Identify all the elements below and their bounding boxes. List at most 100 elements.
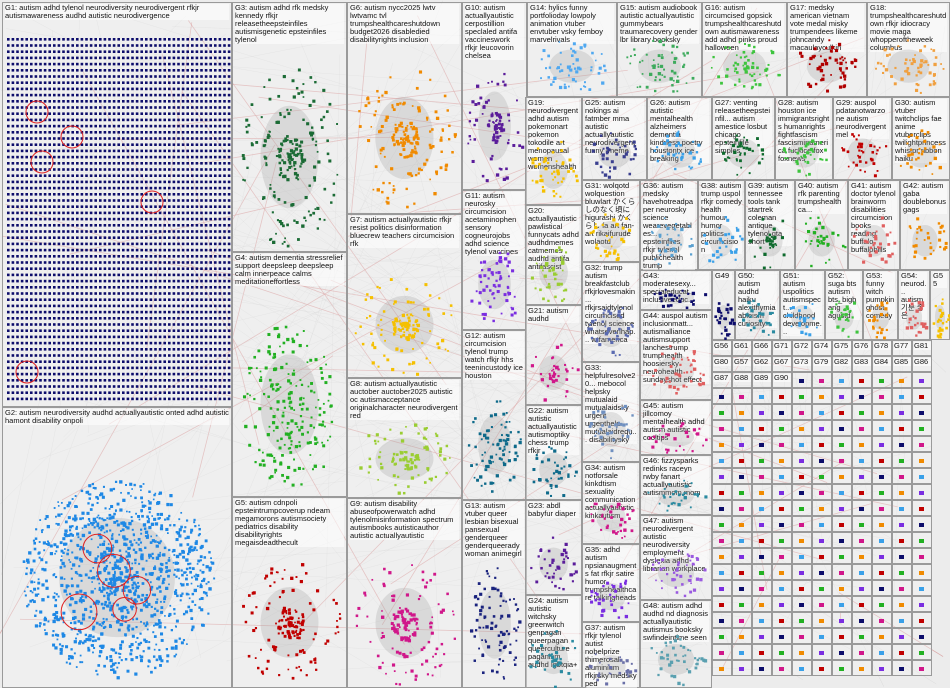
vertex: [156, 541, 159, 543]
group-box-g8[interactable]: G8: autism actuallyautistic auctober auc…: [347, 378, 462, 498]
vertex: [80, 366, 84, 370]
vertex: [100, 625, 103, 627]
vertex: [85, 230, 88, 233]
vertex: [168, 612, 172, 616]
vertex: [99, 236, 102, 239]
vertex: [202, 571, 205, 573]
vertex: [135, 292, 139, 295]
group-box-g4[interactable]: G4: autism dementia stressrelief support…: [232, 252, 347, 497]
vertex: [117, 323, 120, 326]
vertex: [89, 360, 93, 363]
vertex: [103, 106, 107, 109]
vertex: [20, 38, 24, 41]
group-box-g6[interactable]: G6: autism nycc2025 lwtv lwtvamc tvl tru…: [347, 2, 462, 214]
vertex: [108, 261, 111, 264]
vertex: [108, 205, 111, 208]
vertex: [117, 112, 120, 115]
vertex: [154, 69, 157, 72]
vertex: [177, 143, 180, 146]
vertex: [74, 515, 77, 518]
vertex: [223, 354, 226, 357]
group-box-g3[interactable]: G3: autism adhd rfk medsky kennedy rfkjr…: [232, 2, 347, 252]
vertex: [154, 255, 157, 258]
vertex: [48, 279, 51, 283]
vertex: [66, 81, 70, 84]
group-box-g7[interactable]: G7: autism actuallyautistic rfkjr resist…: [347, 214, 462, 378]
vertex: [99, 112, 102, 115]
vertex: [190, 528, 194, 532]
vertex: [71, 298, 74, 301]
vertex: [20, 87, 24, 91]
vertex: [177, 354, 180, 357]
vertex: [20, 292, 24, 295]
vertex: [146, 515, 149, 519]
vertex: [149, 317, 153, 320]
vertex: [73, 640, 77, 644]
vertex: [7, 267, 10, 270]
vertex: [103, 273, 107, 277]
vertex: [85, 279, 88, 283]
vertex: [149, 397, 153, 401]
vertex: [149, 149, 153, 153]
vertex: [117, 106, 120, 109]
vertex: [45, 586, 49, 590]
vertex: [25, 236, 28, 239]
group-box-g10[interactable]: G10: autism actuallyautistic cerpostilli…: [462, 2, 527, 190]
vertex: [108, 360, 111, 363]
vertex: [117, 186, 120, 190]
vertex: [198, 527, 201, 531]
vertex: [209, 379, 212, 382]
vertex: [34, 75, 38, 78]
vertex: [108, 372, 111, 376]
vertex: [191, 205, 194, 208]
vertex: [182, 555, 186, 559]
vertex: [177, 69, 180, 72]
vertex: [163, 149, 166, 153]
vertex: [172, 341, 176, 345]
vertex: [227, 62, 231, 66]
vertex: [131, 162, 134, 165]
vertex: [218, 56, 222, 60]
vertex: [131, 124, 134, 128]
vertex: [11, 372, 15, 376]
vertex: [280, 142, 283, 146]
vertex: [131, 224, 134, 227]
vertex: [25, 385, 28, 388]
vertex: [69, 561, 72, 563]
vertex: [20, 248, 24, 252]
vertex: [223, 205, 226, 208]
vertex: [154, 81, 157, 84]
vertex: [103, 267, 107, 270]
vertex: [283, 201, 287, 204]
vertex: [172, 561, 175, 564]
vertex: [141, 567, 145, 571]
vertex: [34, 273, 38, 277]
vertex: [37, 587, 40, 590]
group-box-g5[interactable]: G5: autism cdnpoli epsteintrumpcoverup n…: [232, 497, 347, 688]
vertex: [163, 186, 166, 190]
vertex: [103, 354, 107, 357]
vertex: [30, 199, 33, 202]
vertex: [94, 93, 97, 97]
vertex: [48, 335, 51, 339]
vertex: [163, 348, 166, 351]
vertex: [223, 348, 226, 351]
group-box-g9[interactable]: G9: autism disability abuseofpowerwatch …: [347, 498, 462, 688]
vertex: [76, 267, 79, 270]
vertex: [195, 143, 199, 146]
vertex: [16, 317, 19, 320]
vertex: [103, 193, 107, 196]
vertex: [214, 323, 217, 326]
vertex: [242, 178, 245, 181]
vertex: [80, 224, 84, 227]
edge: [188, 166, 425, 298]
vertex: [117, 366, 120, 370]
edge: [63, 246, 450, 362]
vertex: [89, 193, 93, 196]
vertex: [227, 199, 231, 202]
vertex: [218, 106, 222, 109]
vertex: [137, 514, 140, 518]
vertex: [158, 224, 162, 227]
vertex: [25, 317, 28, 320]
vertex: [33, 587, 37, 591]
